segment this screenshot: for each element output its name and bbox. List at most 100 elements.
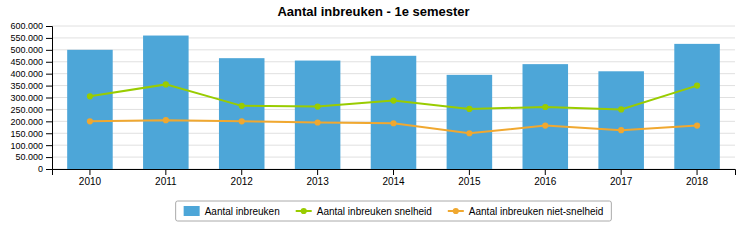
marker (542, 104, 548, 110)
bar (598, 71, 644, 169)
y-axis: 0 50.000100.000 150.000 200.000 250.000 300.0… (10, 21, 52, 174)
line (90, 120, 697, 133)
tick-mark (469, 169, 470, 175)
marker (694, 123, 700, 129)
legend-frame (176, 201, 612, 221)
tick: 200.000 (10, 117, 52, 127)
axis-line (46, 27, 53, 170)
tick-mark (46, 98, 52, 99)
tick-mark (697, 169, 698, 175)
marker (315, 103, 321, 109)
bar (67, 50, 113, 169)
tick-label: 2012 (231, 176, 254, 187)
tick-label: 550.000 (10, 33, 43, 43)
tick: 2015 (458, 169, 481, 187)
bar (371, 56, 417, 169)
tick-mark (46, 121, 52, 122)
marker (163, 81, 169, 87)
tick-mark (46, 62, 52, 63)
line (90, 84, 697, 109)
grid-line (52, 26, 735, 27)
tick-label: 50.000 (15, 152, 43, 162)
marker (239, 118, 245, 124)
tick-mark (545, 169, 546, 175)
tick-mark (165, 169, 166, 175)
markers (87, 117, 700, 136)
marker (87, 118, 93, 124)
tick-label: 200.000 (10, 117, 43, 127)
legend-marker (453, 208, 459, 214)
legend: Aantal inbreuken Aantal inbreuken snelhei… (176, 201, 612, 221)
tick-mark (46, 26, 52, 27)
marker (466, 130, 472, 136)
legend-label: Aantal inbreuken snelheid (317, 206, 432, 217)
legend-item: Aantal inbreuken snelheid (296, 206, 432, 217)
bar (295, 61, 341, 169)
grid (52, 26, 735, 169)
tick-mark (46, 133, 52, 134)
tick: 350.000 (10, 81, 52, 91)
bar (523, 64, 569, 169)
marker (87, 93, 93, 99)
bar-series (67, 36, 720, 169)
bar (674, 44, 720, 169)
tick-mark (621, 169, 622, 175)
tick: 2013 (306, 169, 329, 187)
tick-label: 450.000 (10, 57, 43, 67)
tick-label: 600.000 (10, 21, 43, 31)
marker (390, 98, 396, 104)
plot: 0 50.000100.000 150.000 200.000 250.000 300.0… (10, 21, 735, 187)
tick: 2010 (79, 169, 102, 187)
tick: 500.000 (10, 45, 52, 55)
tick-mark (241, 169, 242, 175)
tick-label: 300.000 (10, 93, 43, 103)
tick-mark (46, 109, 52, 110)
tick-mark (46, 74, 52, 75)
tick: 300.000 (10, 93, 52, 103)
tick-mark (89, 169, 90, 175)
marker (239, 103, 245, 109)
tick-label: 500.000 (10, 45, 43, 55)
markers (87, 81, 700, 112)
tick: 450.000 (10, 57, 52, 67)
tick-label: 2015 (458, 176, 481, 187)
marker (390, 120, 396, 126)
tick-label: 2010 (79, 176, 102, 187)
tick-mark (46, 169, 52, 170)
chart: Aantal inbreuken - 1e semester050.000100… (0, 0, 747, 225)
bar (447, 75, 493, 169)
tick: 2016 (534, 169, 557, 187)
marker (163, 117, 169, 123)
tick-mark (46, 145, 52, 146)
tick: 250.000 (10, 105, 52, 115)
tick-mark (46, 86, 52, 87)
x-axis: 2010 2011 2012 2013 2014 2015 2016 2017 2018 (53, 169, 736, 187)
tick-label: 2016 (534, 176, 557, 187)
tick-label: 350.000 (10, 81, 43, 91)
tick-mark (393, 169, 394, 175)
tick-label: 2017 (610, 176, 633, 187)
legend-label: Aantal inbreuken (205, 206, 280, 217)
tick-label: 0 (38, 164, 43, 174)
bar (219, 58, 265, 169)
tick: 2017 (610, 169, 633, 187)
tick: 0 (38, 164, 52, 174)
tick-label: 2014 (382, 176, 405, 187)
tick: 50.000 (15, 152, 52, 162)
tick: 2011 (155, 169, 177, 187)
axis-line (53, 170, 736, 176)
legend-label: Aantal inbreuken niet-snelheid (469, 206, 604, 217)
tick-mark (46, 38, 52, 39)
bar (143, 36, 189, 169)
marker (694, 82, 700, 88)
tick-label: 2011 (155, 176, 177, 187)
tick-label: 150.000 (10, 129, 43, 139)
tick: 400.000 (10, 69, 52, 79)
tick-label: 100.000 (10, 141, 43, 151)
marker (466, 106, 472, 112)
legend-item: Aantal inbreuken (184, 206, 280, 217)
tick-label: 2018 (686, 176, 709, 187)
tick-mark (317, 169, 318, 175)
tick: 2012 (231, 169, 254, 187)
tick: 550.000 (10, 33, 52, 43)
